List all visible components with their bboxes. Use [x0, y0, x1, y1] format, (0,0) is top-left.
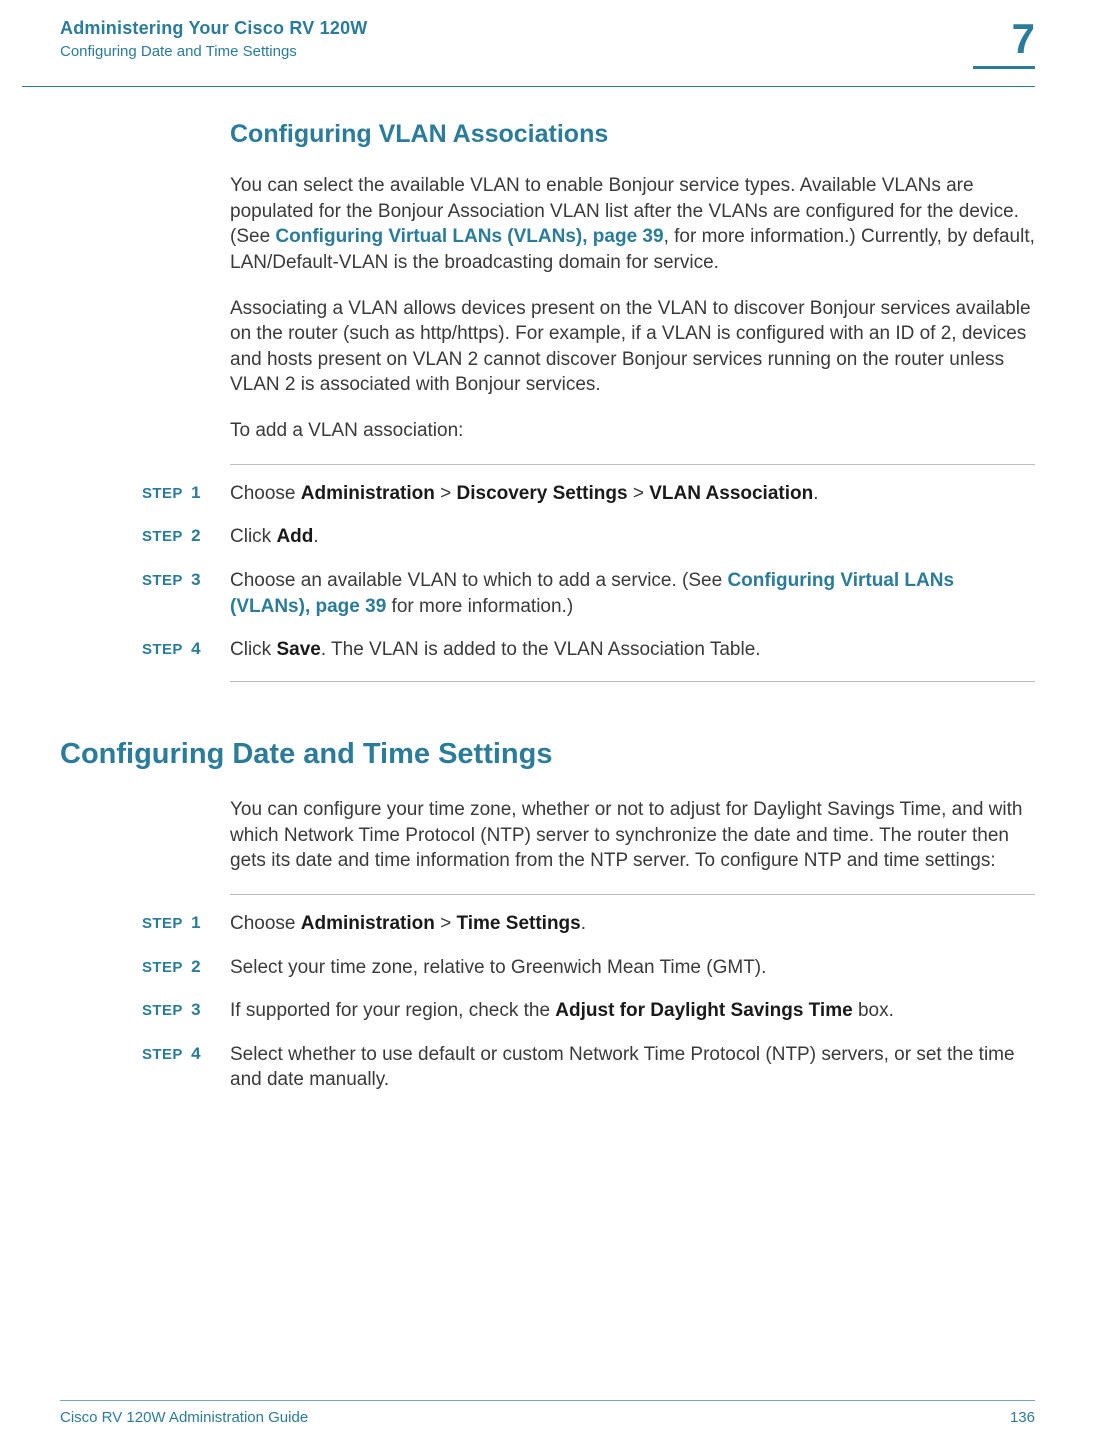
text-span: .	[813, 483, 818, 504]
footer-rule	[60, 1400, 1035, 1401]
header-subtitle: Configuring Date and Time Settings	[60, 43, 367, 60]
step-label: STEP 1	[60, 911, 230, 937]
bold-term: Discovery Settings	[457, 483, 628, 504]
text-span: .	[313, 526, 318, 547]
step-label: STEP 2	[60, 524, 230, 550]
footer-right: 136	[1010, 1409, 1035, 1426]
header-rule	[22, 86, 1035, 87]
step-text: If supported for your region, check the …	[230, 998, 1035, 1024]
footer-left: Cisco RV 120W Administration Guide	[60, 1409, 308, 1426]
step-label: STEP 2	[60, 955, 230, 981]
page: Administering Your Cisco RV 120W Configu…	[0, 0, 1095, 1452]
section2-p1: You can configure your time zone, whethe…	[230, 797, 1035, 874]
chapter-box: 7	[973, 18, 1035, 69]
section1-p3: To add a VLAN association:	[230, 418, 1035, 444]
text-span: If supported for your region, check the	[230, 1000, 555, 1021]
step-row: STEP 3Choose an available VLAN to which …	[60, 568, 1035, 619]
bold-term: Time Settings	[457, 913, 581, 934]
text-span: Choose	[230, 913, 301, 934]
text-span: . The VLAN is added to the VLAN Associat…	[321, 639, 761, 660]
step-label: STEP 3	[60, 568, 230, 619]
step-text: Select whether to use default or custom …	[230, 1042, 1035, 1093]
step-text: Choose Administration > Time Settings.	[230, 911, 1035, 937]
footer: Cisco RV 120W Administration Guide 136	[60, 1400, 1035, 1426]
text-span: Select your time zone, relative to Green…	[230, 957, 766, 978]
step-label: STEP 4	[60, 637, 230, 663]
bold-term: Administration	[301, 483, 435, 504]
step-row: STEP 2Select your time zone, relative to…	[60, 955, 1035, 981]
step-label: STEP 1	[60, 481, 230, 507]
section2-heading: Configuring Date and Time Settings	[60, 738, 1035, 771]
bold-term: Adjust for Daylight Savings Time	[555, 1000, 852, 1021]
text-span: Choose an available VLAN to which to add…	[230, 570, 727, 591]
running-header: Administering Your Cisco RV 120W Configu…	[60, 18, 1035, 69]
step-row: STEP 2Click Add.	[60, 524, 1035, 550]
text-span: >	[628, 483, 650, 504]
text-span: box.	[853, 1000, 894, 1021]
content: Configuring VLAN Associations You can se…	[60, 120, 1035, 1111]
section1-p1: You can select the available VLAN to ena…	[230, 173, 1035, 276]
text-span: .	[581, 913, 586, 934]
step-row: STEP 1Choose Administration > Time Setti…	[60, 911, 1035, 937]
text-span: Click	[230, 526, 276, 547]
bold-term: Administration	[301, 913, 435, 934]
section1-p2: Associating a VLAN allows devices presen…	[230, 296, 1035, 399]
bold-term: VLAN Association	[649, 483, 813, 504]
footer-row: Cisco RV 120W Administration Guide 136	[60, 1409, 1035, 1426]
step-row: STEP 4Select whether to use default or c…	[60, 1042, 1035, 1093]
section1-heading: Configuring VLAN Associations	[230, 120, 1035, 149]
section2-steps: STEP 1Choose Administration > Time Setti…	[60, 911, 1035, 1093]
step-text: Select your time zone, relative to Green…	[230, 955, 1035, 981]
step-rule	[230, 681, 1035, 682]
text-span: >	[435, 913, 457, 934]
text-span: >	[435, 483, 457, 504]
step-row: STEP 4Click Save. The VLAN is added to t…	[60, 637, 1035, 663]
text-span: Select whether to use default or custom …	[230, 1044, 1015, 1091]
header-title: Administering Your Cisco RV 120W	[60, 18, 367, 39]
bold-term: Save	[276, 639, 320, 660]
step-rule	[230, 894, 1035, 895]
text-span: Click	[230, 639, 276, 660]
bold-term: Add	[276, 526, 313, 547]
link-configuring-vlans[interactable]: Configuring Virtual LANs (VLANs), page 3…	[275, 226, 663, 247]
step-text: Click Save. The VLAN is added to the VLA…	[230, 637, 1035, 663]
step-text: Click Add.	[230, 524, 1035, 550]
section1-steps: STEP 1Choose Administration > Discovery …	[60, 481, 1035, 663]
step-row: STEP 3If supported for your region, chec…	[60, 998, 1035, 1024]
step-label: STEP 4	[60, 1042, 230, 1093]
text-span: for more information.)	[386, 596, 573, 617]
text-span: Choose	[230, 483, 301, 504]
chapter-number: 7	[973, 18, 1035, 60]
step-row: STEP 1Choose Administration > Discovery …	[60, 481, 1035, 507]
header-left: Administering Your Cisco RV 120W Configu…	[60, 18, 367, 60]
step-rule	[230, 464, 1035, 465]
step-text: Choose Administration > Discovery Settin…	[230, 481, 1035, 507]
step-text: Choose an available VLAN to which to add…	[230, 568, 1035, 619]
step-label: STEP 3	[60, 998, 230, 1024]
chapter-underline	[973, 66, 1035, 69]
